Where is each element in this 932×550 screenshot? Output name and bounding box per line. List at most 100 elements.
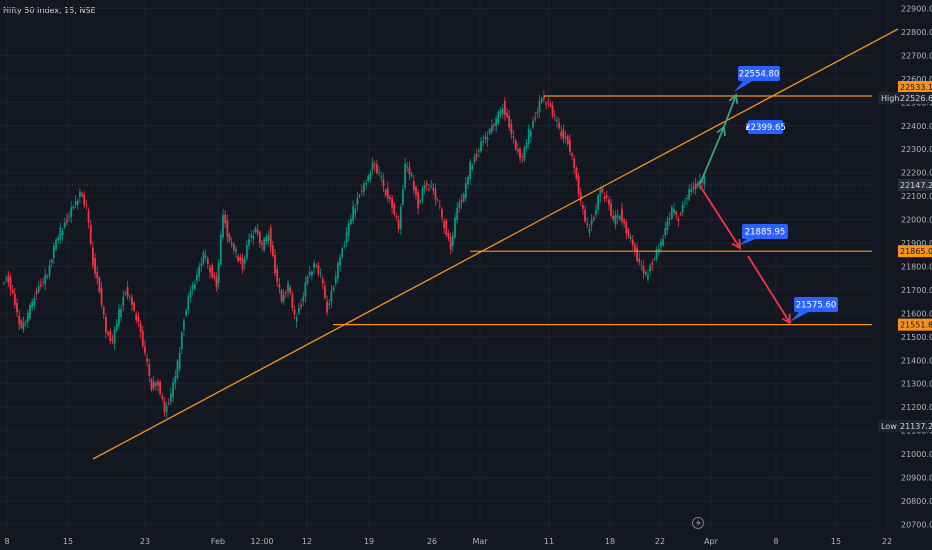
candle-body [430,185,433,187]
candle-body [295,317,298,322]
candle-body [141,330,144,347]
candle-body [215,276,218,288]
candle-body [269,227,272,248]
candle-body [579,192,582,202]
candle-body [670,207,673,219]
candle-body [144,346,146,353]
label-level-top-bg [898,81,932,93]
candle-body [341,248,344,258]
candle-body [683,202,686,204]
candle-body [37,285,40,293]
candle-body [677,218,680,221]
candle-body [96,272,99,279]
candle-body [475,154,478,157]
candle-body [686,197,688,199]
callout-target-mid: 22399.65 [745,123,786,133]
candle-body [456,207,459,221]
candle-body [209,267,211,273]
y-tick-label: 22800.00 [901,28,932,37]
candle-body [395,216,398,218]
label-support-1-bg [898,245,932,258]
candle-body [564,136,567,138]
y-axis: 22900.0022800.0022700.0022600.0022500.00… [901,5,932,530]
candle-body [148,364,151,376]
candle-body [91,247,94,266]
candle-body [542,96,545,100]
label-low-tag-bg [878,420,898,432]
candle-body [339,257,341,266]
candle-body [512,136,515,138]
candle-body [454,217,456,238]
candle-body [477,151,480,152]
candle-body [198,266,201,277]
candle-body [701,180,704,183]
candle-body [521,156,524,158]
y-tick-label: 22900.00 [901,5,932,14]
y-tick-label: 21700.00 [901,286,932,295]
candle-body [310,271,313,276]
x-tick-label: 15 [63,537,73,546]
candle-body [3,283,5,284]
candle-body [410,173,413,177]
candle-body [202,251,205,264]
candle-body [42,282,44,283]
candle-body [417,192,420,209]
candle-body [404,163,407,188]
candles [3,90,706,418]
candle-body [391,197,394,208]
candle-body [350,218,352,224]
candle-body [267,235,270,241]
candle-body [241,258,244,270]
candle-body [666,220,669,230]
candle-body [226,220,229,237]
candle-body [412,181,415,191]
y-tick-label: 22200.00 [901,169,932,178]
candle-body [176,361,179,378]
candle-body [653,258,656,260]
lightning-icon[interactable] [692,517,704,529]
candle-body [590,220,593,226]
candle-body [107,332,109,335]
candle-body [178,353,181,369]
label-support-2: 21551.85 [900,321,932,330]
candle-body [137,316,140,322]
candle-body [217,262,220,284]
candle-body [647,274,649,280]
candle-body [597,195,599,210]
arrow-up-2 [723,94,737,128]
candle-body [183,320,185,330]
candle-body [644,272,647,275]
candle-body [48,265,51,276]
candle-body [384,189,387,196]
candle-body [180,332,183,350]
candle-body [20,320,23,328]
label-high-tag-bg [878,92,898,104]
candle-body [599,190,602,197]
candle-body [300,304,302,307]
candle-body [506,112,508,117]
candle-body [371,162,374,170]
candle-body [471,165,474,170]
candle-body [532,120,534,128]
candle-body [495,118,498,127]
candle-body [423,185,426,190]
candle-body [545,102,547,105]
candle-body [315,265,318,267]
y-tick-label: 21900.00 [901,239,932,248]
candle-body [189,290,192,298]
x-tick-label: 22 [882,537,892,546]
callout-target-down-1-bg [742,224,788,239]
x-axis: 8 15 23 Feb 12:00 12 19 26 Mar 11 18 22 Apr 8 15 22 [4,537,892,546]
candle-body [467,176,469,185]
candle-body [89,224,92,244]
candle-body [660,241,662,247]
candle-body [523,147,526,161]
candle-body [81,193,83,196]
candle-body [690,189,693,193]
candle-body [7,275,10,283]
candle-body [406,166,409,168]
candle-body [516,149,519,152]
candle-body [250,235,253,238]
y-tick-label: 21600.00 [901,309,932,318]
